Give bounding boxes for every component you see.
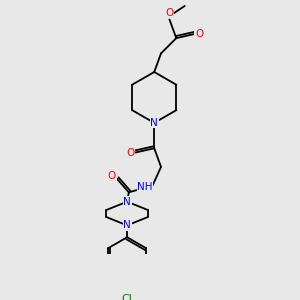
Text: NH: NH	[137, 182, 153, 192]
Text: O: O	[126, 148, 135, 158]
Text: N: N	[123, 220, 131, 230]
Text: N: N	[150, 118, 158, 128]
Text: O: O	[195, 29, 203, 39]
Text: O: O	[108, 171, 116, 181]
Text: O: O	[165, 8, 174, 18]
Text: N: N	[123, 197, 131, 207]
Text: Cl: Cl	[122, 294, 133, 300]
